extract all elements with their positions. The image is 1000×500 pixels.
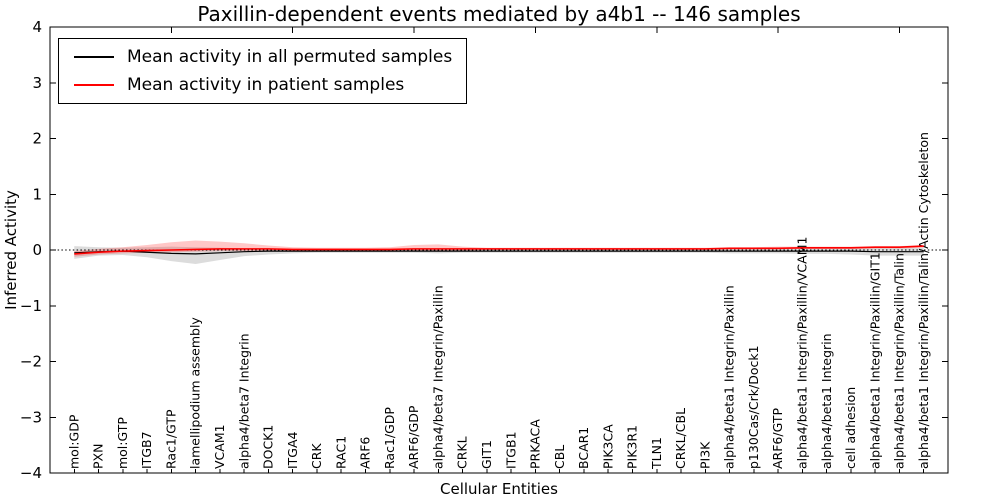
x-category-label: alpha4/beta1 Integrin/Paxillin/Talin — [892, 253, 907, 469]
x-category-label: RAC1 — [333, 436, 348, 469]
x-category-label: BCAR1 — [576, 427, 591, 469]
y-tick-label: −4 — [20, 464, 42, 482]
y-tick-label: −2 — [20, 353, 42, 371]
x-category-label: PXN — [91, 444, 106, 469]
x-category-label: PI3K — [697, 441, 712, 469]
y-tick-label: 0 — [32, 241, 42, 259]
x-category-label: ARF6/GDP — [406, 405, 421, 469]
y-tick-labels: −4 −3 −2 −1 0 1 2 3 4 — [20, 18, 42, 482]
series-line-patient — [74, 245, 924, 255]
legend-entry-patient: Mean activity in patient samples — [74, 73, 452, 97]
x-category-label: PIK3R1 — [625, 425, 640, 469]
x-category-label: ARF6/GTP — [770, 408, 785, 469]
x-category-label: mol:GTP — [115, 417, 130, 469]
x-category-label: alpha4/beta7 Integrin — [236, 333, 251, 469]
y-tick-label: 2 — [32, 130, 42, 148]
x-category-label: CBL — [552, 445, 567, 469]
x-category-label: DOCK1 — [261, 425, 276, 469]
x-category-label: alpha4/beta1 Integrin/Paxillin/VCAM1 — [795, 237, 810, 469]
x-category-label: PRKACA — [528, 419, 543, 469]
x-axis-label: Cellular Entities — [440, 480, 558, 498]
y-tick-label: −3 — [20, 408, 42, 426]
y-axis-label: Inferred Activity — [2, 190, 20, 310]
x-category-label: alpha4/beta1 Integrin/Paxillin/Talin/Act… — [916, 132, 931, 469]
series-line-permuted — [74, 250, 924, 255]
x-category-label: ITGB7 — [139, 431, 154, 469]
x-category-labels: mol:GDP PXN mol:GTP ITGB7 Rac1/GTP lamellipod… — [66, 132, 930, 470]
legend-entry-permuted: Mean activity in all permuted samples — [74, 45, 452, 69]
axis-ticks — [50, 26, 948, 474]
permuted-line-sample — [74, 56, 114, 58]
legend-label-permuted: Mean activity in all permuted samples — [127, 47, 453, 67]
x-category-label: alpha4/beta1 Integrin — [819, 333, 834, 469]
x-category-label: alpha4/beta1 Integrin/Paxillin/GIT1 — [867, 252, 882, 469]
x-category-label: p130Cas/Crk/Dock1 — [746, 345, 761, 469]
legend: Mean activity in all permuted samples Me… — [58, 38, 468, 104]
x-category-label: alpha4/beta1 Integrin/Paxillin — [722, 285, 737, 469]
series-lines — [74, 245, 924, 255]
patient-line-sample — [74, 84, 114, 86]
chart-title: Paxillin-dependent events mediated by a4… — [197, 2, 801, 26]
x-category-label: TLN1 — [649, 437, 664, 470]
x-category-label: mol:GDP — [66, 414, 81, 469]
x-category-label: CRK — [309, 443, 324, 469]
x-category-label: alpha4/beta7 Integrin/Paxillin — [430, 285, 445, 469]
x-category-label: CRKL — [455, 436, 470, 469]
x-category-label: ITGA4 — [285, 431, 300, 469]
y-tick-label: 4 — [32, 18, 42, 36]
x-category-label: Rac1/GTP — [163, 409, 178, 469]
y-tick-label: 1 — [32, 185, 42, 203]
x-category-label: lamellipodium assembly — [188, 317, 203, 469]
y-tick-label: 3 — [32, 74, 42, 92]
y-tick-label: −1 — [20, 297, 42, 315]
x-category-label: GIT1 — [479, 440, 494, 469]
x-category-label: Rac1/GDP — [382, 407, 397, 469]
x-category-label: ITGB1 — [503, 431, 518, 469]
x-category-label: ARF6 — [358, 437, 373, 469]
legend-label-patient: Mean activity in patient samples — [127, 75, 405, 95]
x-category-label: PIK3CA — [600, 424, 615, 469]
x-category-label: VCAM1 — [212, 424, 227, 469]
x-category-label: CRKL/CBL — [673, 408, 688, 469]
x-category-label: cell adhesion — [843, 387, 858, 469]
